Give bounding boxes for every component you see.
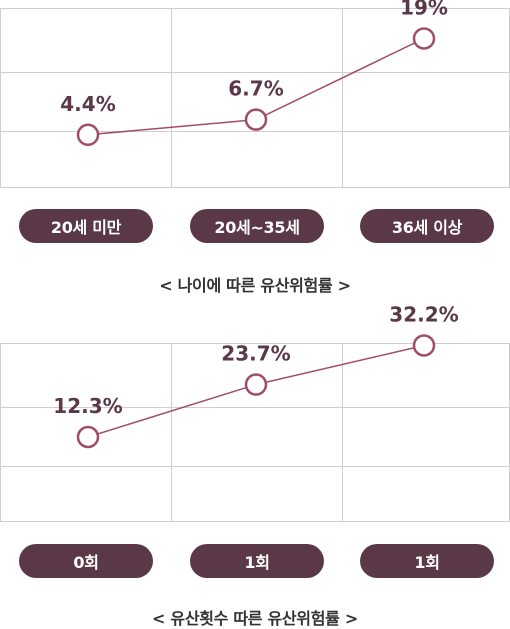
- data-point: [244, 373, 268, 396]
- data-label: 19%: [400, 0, 448, 19]
- data-label: 32.2%: [389, 302, 458, 326]
- data-label: 4.4%: [60, 92, 115, 116]
- miscarriage-count-risk-chart: 12.3% 23.7% 32.2% 0회 1회 1회 < 유산횟수 따른 유산위험률…: [0, 300, 510, 628]
- chart-caption: < 유산횟수 따른 유산위험률 >: [152, 609, 358, 628]
- category-pill: 1회: [360, 544, 494, 578]
- category-pill: 1회: [190, 544, 324, 578]
- chart-caption: < 나이에 따른 유산위험률 >: [159, 276, 351, 295]
- category-pill: 20세~35세: [190, 209, 324, 243]
- data-point: [412, 334, 436, 357]
- age-risk-plot: 4.4% 6.7% 19%: [0, 0, 510, 188]
- data-point: [76, 123, 100, 147]
- data-point: [76, 425, 100, 449]
- data-label: 23.7%: [221, 342, 290, 366]
- data-point: [412, 27, 436, 50]
- miscarriage-count-risk-plot: 12.3% 23.7% 32.2%: [0, 302, 510, 522]
- category-pill: 20세 미만: [19, 209, 153, 243]
- data-point: [244, 108, 268, 131]
- category-pill: 36세 이상: [360, 209, 494, 243]
- age-risk-chart: 4.4% 6.7% 19% 20세 미만 20세~35세 36세 이상 < 나이에 …: [0, 0, 510, 300]
- category-pill: 0회: [19, 544, 153, 578]
- data-label: 6.7%: [228, 77, 283, 101]
- data-label: 12.3%: [53, 394, 122, 418]
